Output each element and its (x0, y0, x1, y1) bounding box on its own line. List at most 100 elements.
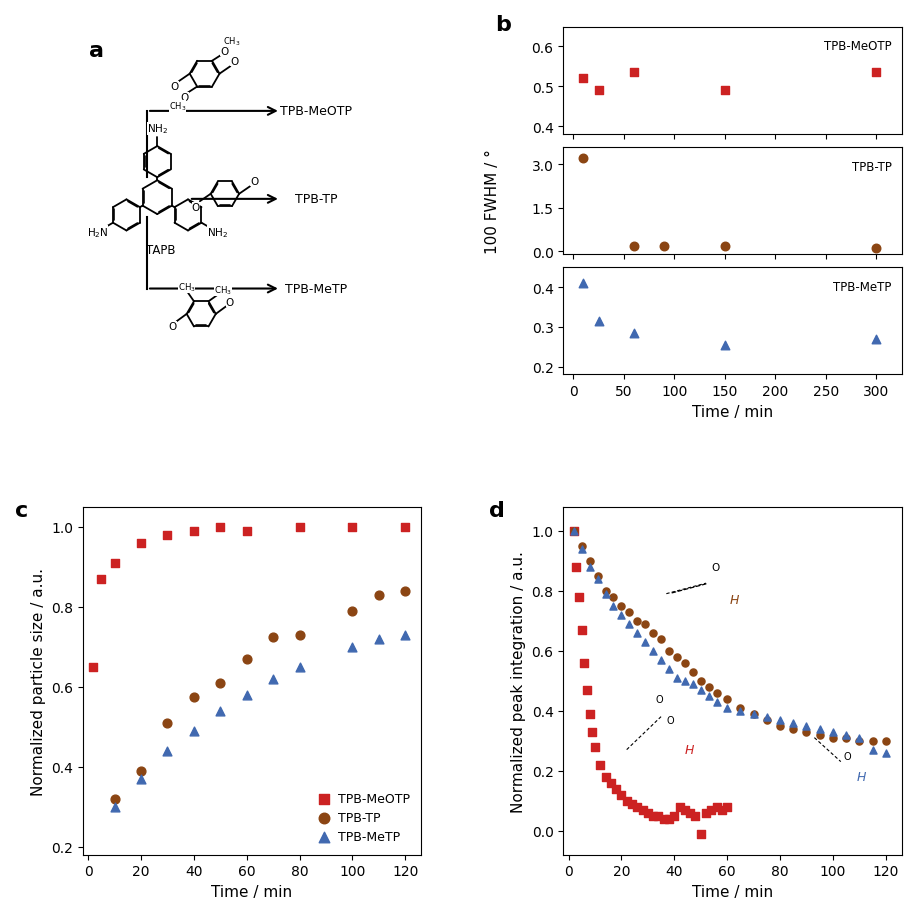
TPB-MeOTP (345, 520, 359, 535)
X-axis label: Time / min: Time / min (211, 884, 292, 899)
Point (799, 719, 813, 733)
Text: H: H (856, 770, 865, 783)
Point (745, 707, 760, 721)
Point (630, 800, 644, 814)
Text: O: O (655, 694, 663, 704)
Text: NH$_2$: NH$_2$ (206, 225, 227, 239)
Text: O: O (230, 57, 238, 67)
TPB-MeOTP (292, 520, 307, 535)
Point (661, 811, 675, 826)
Point (709, 695, 723, 709)
Point (640, 805, 654, 820)
Point (676, 802, 691, 817)
Point (573, 541, 588, 556)
Point (719, 700, 733, 715)
TPB-TP (107, 791, 121, 806)
Text: CH$_3$: CH$_3$ (222, 36, 240, 49)
Point (676, 674, 691, 688)
Point (838, 728, 853, 743)
Legend: TPB-MeOTP, TPB-TP, TPB-MeTP: TPB-MeOTP, TPB-TP, TPB-MeTP (312, 787, 414, 848)
Point (566, 524, 581, 539)
Point (630, 614, 644, 629)
Point (682, 805, 697, 820)
Point (571, 590, 585, 605)
Point (811, 721, 826, 736)
TPB-MeOTP (133, 536, 148, 550)
Point (606, 598, 620, 613)
Point (613, 607, 628, 622)
TPB-MeTP (292, 660, 307, 675)
Point (621, 617, 636, 631)
Point (672, 800, 686, 814)
Point (634, 802, 649, 817)
Point (811, 728, 826, 743)
TPB-TP (345, 604, 359, 618)
TPB-MeOTP (187, 524, 201, 539)
Point (669, 650, 684, 664)
Text: O: O (665, 715, 674, 725)
TPB-MeTP (266, 672, 280, 686)
Point (703, 802, 718, 817)
TPB-MeOTP (85, 660, 100, 675)
Point (597, 769, 612, 784)
Point (719, 800, 733, 814)
Point (597, 586, 612, 601)
TPB-MeTP (212, 704, 227, 719)
Point (732, 700, 747, 715)
Point (772, 712, 787, 727)
TPB-TP (212, 675, 227, 690)
Text: TPB-MeTP: TPB-MeTP (833, 280, 891, 294)
Point (624, 797, 639, 811)
Point (717, 84, 732, 98)
Point (799, 724, 813, 739)
Text: H$_2$N: H$_2$N (86, 225, 108, 239)
Point (591, 314, 606, 329)
Point (582, 554, 596, 569)
TPB-MeTP (133, 771, 148, 786)
Text: CH$_3$: CH$_3$ (177, 281, 195, 293)
Point (868, 66, 883, 81)
Text: O: O (710, 562, 719, 572)
Text: TPB-MeTP: TPB-MeTP (285, 283, 347, 296)
Text: a: a (89, 40, 104, 61)
Point (592, 757, 607, 772)
Point (709, 686, 723, 700)
Point (645, 626, 660, 641)
Point (645, 809, 660, 823)
TPB-MeTP (239, 687, 254, 702)
Point (613, 788, 628, 802)
TPB-MeOTP (239, 524, 254, 539)
Text: H: H (729, 593, 738, 606)
Text: O: O (168, 322, 176, 332)
TPB-TP (266, 630, 280, 644)
Point (603, 776, 618, 790)
Point (630, 626, 644, 641)
Point (621, 605, 636, 619)
Text: O: O (220, 47, 228, 57)
Text: O: O (250, 176, 258, 187)
Point (714, 802, 729, 817)
TPB-MeTP (107, 800, 121, 814)
Point (591, 84, 606, 98)
Text: O: O (191, 202, 199, 212)
TPB-MeTP (345, 640, 359, 654)
Text: b: b (495, 15, 511, 35)
Text: c: c (15, 500, 28, 520)
Point (655, 811, 670, 826)
Point (693, 826, 708, 841)
Point (590, 569, 605, 584)
Point (666, 809, 681, 823)
Point (700, 688, 715, 703)
Point (785, 716, 800, 731)
Point (566, 524, 581, 539)
TPB-MeTP (398, 628, 413, 642)
Point (824, 724, 839, 739)
Point (732, 704, 747, 719)
Y-axis label: Normalized particle size / a.u.: Normalized particle size / a.u. (30, 567, 45, 795)
TPB-TP (398, 584, 413, 598)
TPB-MeOTP (398, 520, 413, 535)
Point (608, 781, 623, 796)
Point (587, 740, 602, 754)
Text: O: O (843, 751, 850, 761)
Text: TPB-MeOTP: TPB-MeOTP (823, 40, 891, 53)
